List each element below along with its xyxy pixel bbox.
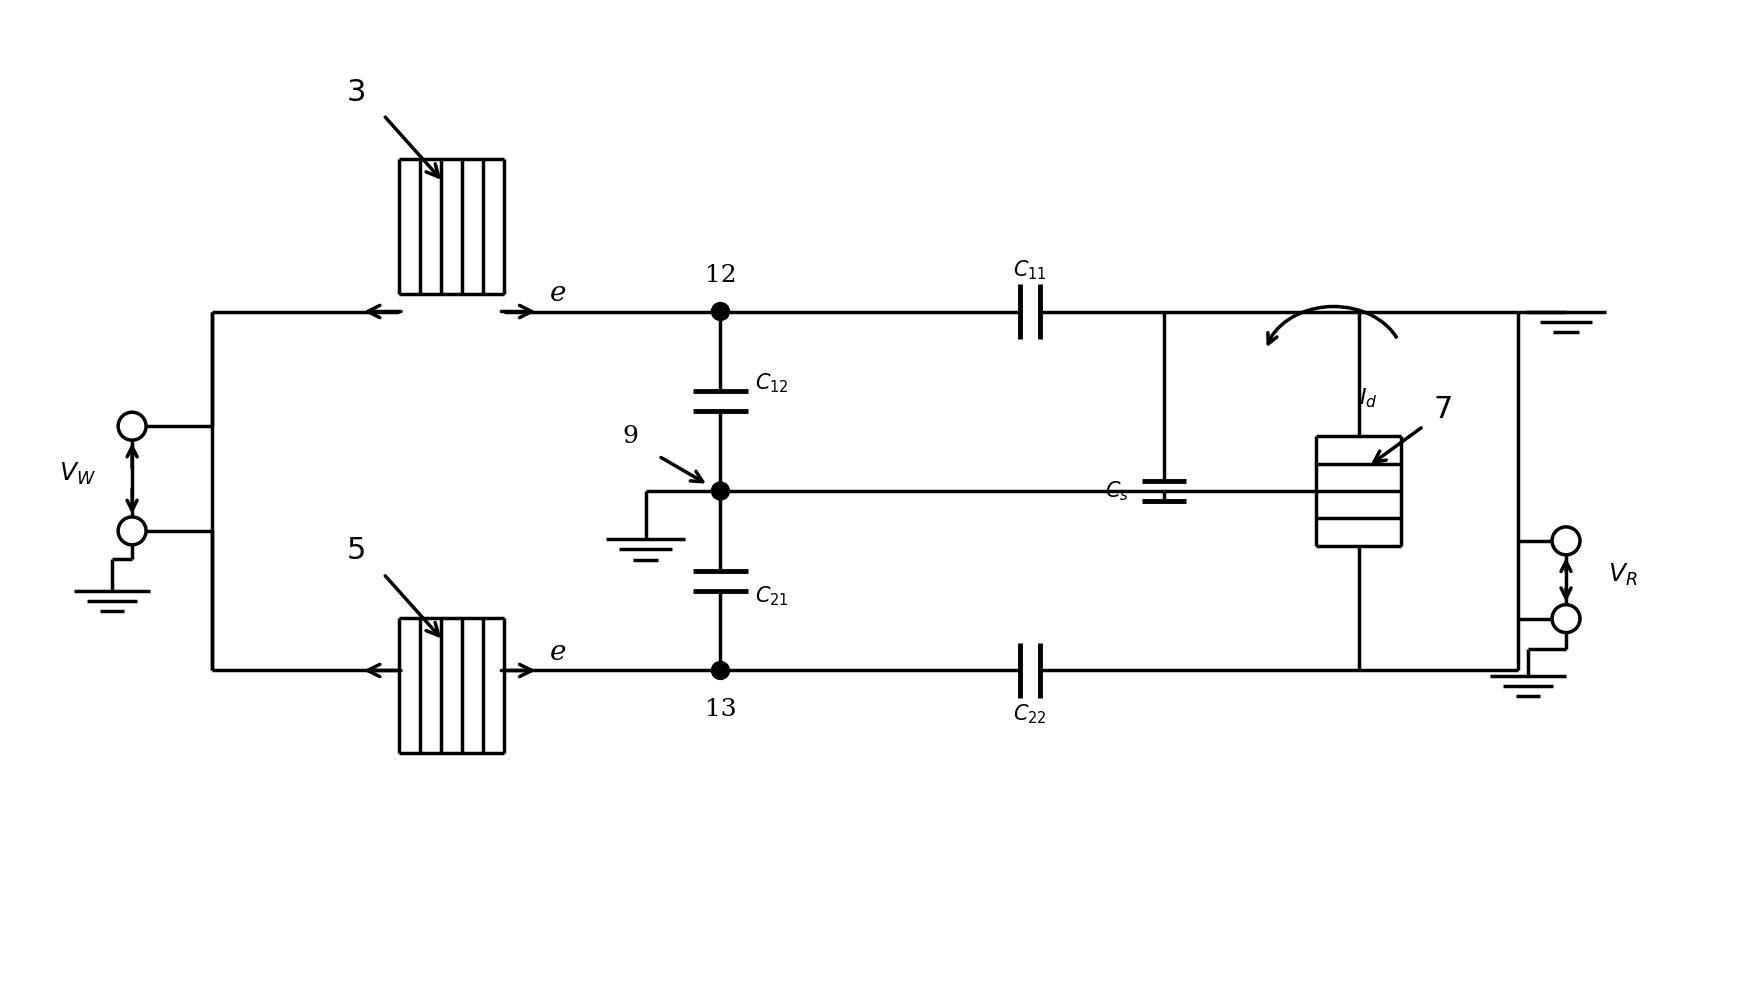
- Text: 13: 13: [705, 698, 737, 721]
- Text: $C_{12}$: $C_{12}$: [756, 372, 789, 395]
- Text: e: e: [550, 639, 567, 666]
- Circle shape: [119, 517, 147, 544]
- Text: e: e: [550, 280, 567, 307]
- Text: $C_s$: $C_s$: [1105, 479, 1130, 503]
- Text: 3: 3: [347, 77, 367, 107]
- Text: $V_R$: $V_R$: [1608, 562, 1638, 588]
- Text: 5: 5: [347, 537, 367, 565]
- Circle shape: [711, 302, 730, 321]
- Text: 9: 9: [623, 425, 639, 447]
- Circle shape: [1552, 527, 1580, 555]
- Text: $I_d$: $I_d$: [1358, 387, 1378, 410]
- Text: $V_W$: $V_W$: [59, 460, 96, 487]
- Text: 12: 12: [705, 264, 737, 286]
- Circle shape: [119, 412, 147, 440]
- Text: $C_{22}$: $C_{22}$: [1013, 702, 1046, 726]
- Circle shape: [711, 661, 730, 680]
- Text: $C_{11}$: $C_{11}$: [1013, 258, 1046, 282]
- Circle shape: [711, 482, 730, 500]
- Text: $C_{21}$: $C_{21}$: [756, 584, 789, 607]
- Text: 7: 7: [1433, 394, 1453, 424]
- Circle shape: [1552, 604, 1580, 633]
